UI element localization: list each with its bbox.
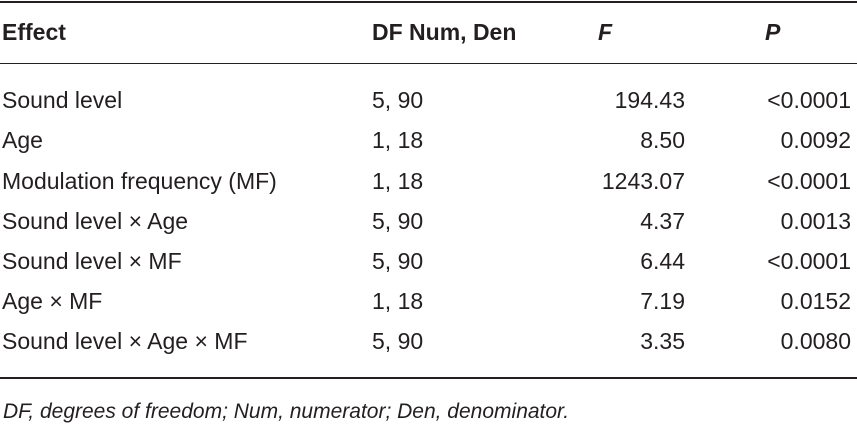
cell-p: <0.0001 xyxy=(767,168,851,194)
table-row: Sound level × Age × MF 5, 90 3.35 0.0080 xyxy=(0,326,857,356)
table-header-rule xyxy=(0,63,857,64)
cell-df: 1, 18 xyxy=(372,288,424,314)
cell-p: 0.0080 xyxy=(780,328,851,354)
cell-f: 194.43 xyxy=(614,87,685,113)
table-top-rule xyxy=(0,1,857,3)
cell-f: 8.50 xyxy=(640,127,685,153)
table-footnote: DF, degrees of freedom; Num, numerator; … xyxy=(3,400,570,423)
cell-df: 1, 18 xyxy=(372,127,424,153)
cell-p: 0.0092 xyxy=(780,127,851,153)
cell-effect: Sound level xyxy=(2,87,123,113)
cell-p: <0.0001 xyxy=(767,248,851,274)
header-df: DF Num, Den xyxy=(372,19,517,45)
cell-effect: Age xyxy=(2,127,43,153)
cell-df: 5, 90 xyxy=(372,87,424,113)
header-p: P xyxy=(765,19,781,45)
cell-effect: Sound level × Age xyxy=(2,208,189,234)
cell-effect: Modulation frequency (MF) xyxy=(2,168,277,194)
cell-df: 5, 90 xyxy=(372,328,424,354)
header-f: F xyxy=(598,19,613,45)
table-row: Sound level × Age 5, 90 4.37 0.0013 xyxy=(0,206,857,236)
cell-effect: Sound level × MF xyxy=(2,248,182,274)
table-row: Age × MF 1, 18 7.19 0.0152 xyxy=(0,286,857,316)
cell-f: 4.37 xyxy=(640,208,685,234)
cell-f: 1243.07 xyxy=(601,168,685,194)
cell-df: 5, 90 xyxy=(372,248,424,274)
cell-df: 5, 90 xyxy=(372,208,424,234)
cell-p: 0.0152 xyxy=(780,288,851,314)
table-row: Sound level × MF 5, 90 6.44 <0.0001 xyxy=(0,246,857,276)
cell-effect: Age × MF xyxy=(2,288,103,314)
table-header-row: Effect DF Num, Den F P xyxy=(0,17,857,47)
table-bottom-rule xyxy=(0,377,857,379)
table-row: Sound level 5, 90 194.43 <0.0001 xyxy=(0,85,857,115)
cell-f: 7.19 xyxy=(640,288,685,314)
table-row: Modulation frequency (MF) 1, 18 1243.07 … xyxy=(0,166,857,196)
cell-p: 0.0013 xyxy=(780,208,851,234)
cell-f: 3.35 xyxy=(640,328,685,354)
cell-df: 1, 18 xyxy=(372,168,424,194)
cell-effect: Sound level × Age × MF xyxy=(2,328,248,354)
header-effect: Effect xyxy=(2,19,66,45)
table-row: Age 1, 18 8.50 0.0092 xyxy=(0,125,857,155)
cell-p: <0.0001 xyxy=(767,87,851,113)
cell-f: 6.44 xyxy=(640,248,685,274)
